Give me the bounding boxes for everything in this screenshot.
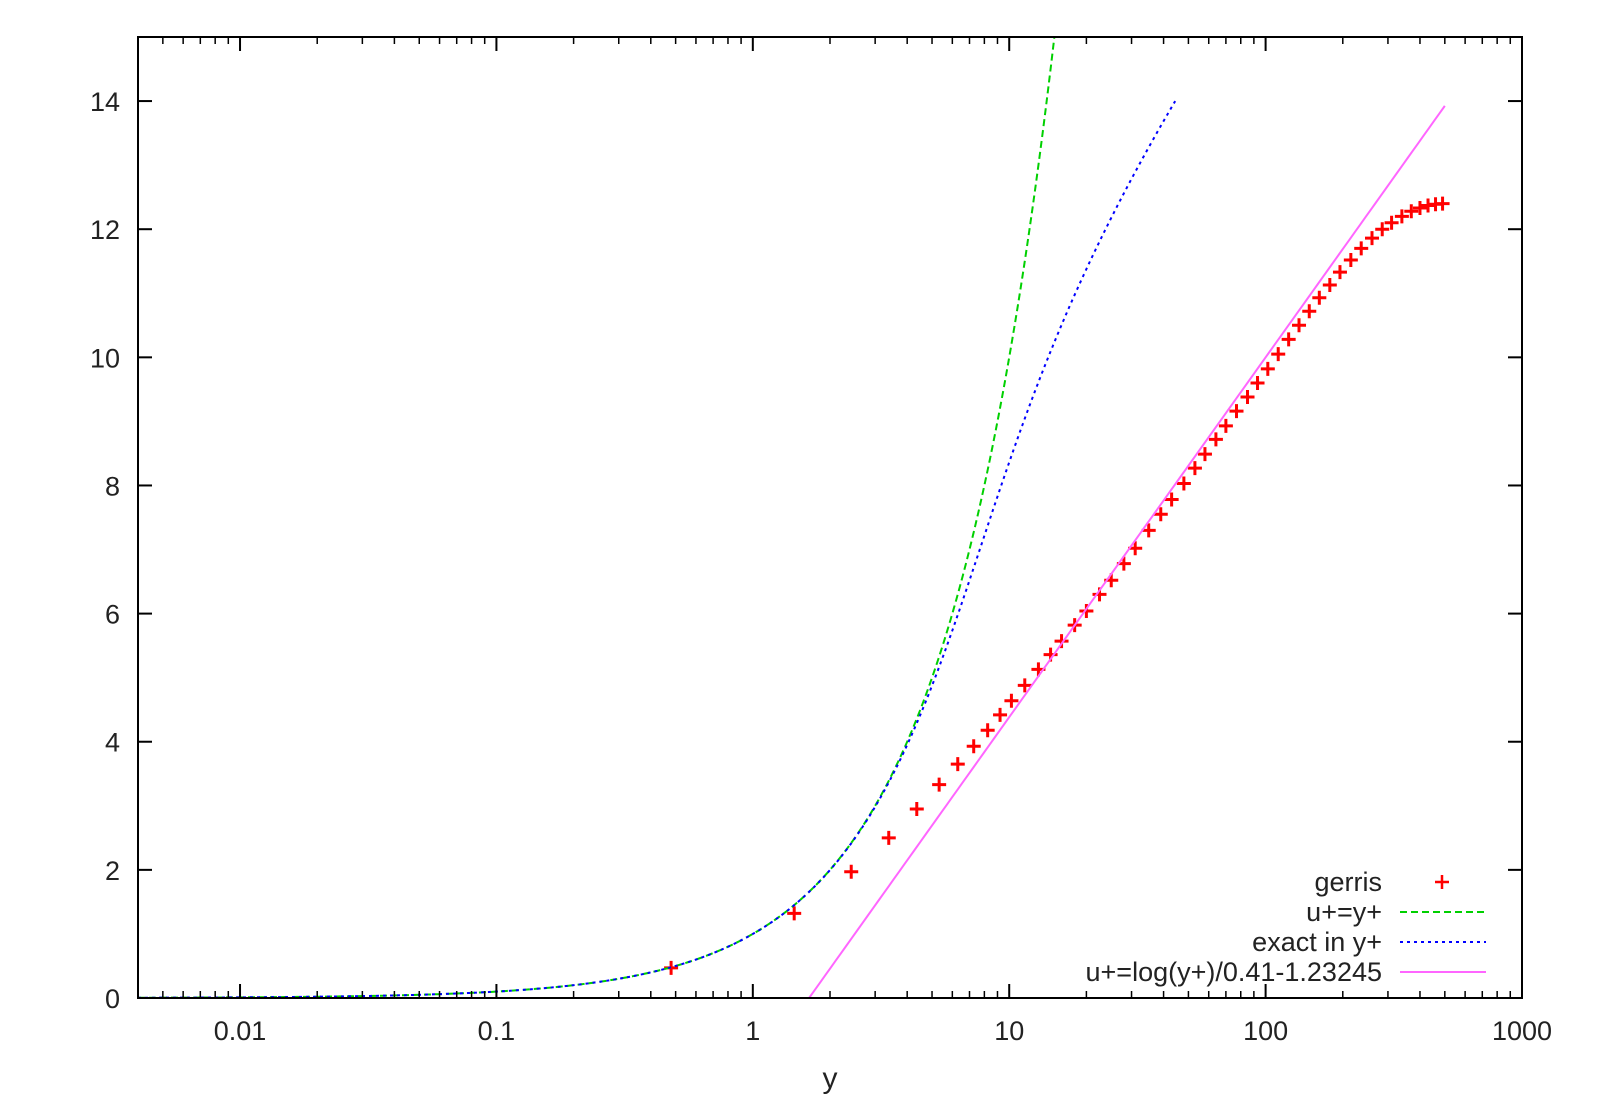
gerris-point [909,802,924,817]
ticks-layer: 0.01 0.1 1 10 100 1000 0 2 4 6 8 10 12 14 [90,37,1552,1046]
gerris-point [1260,361,1275,376]
series-gerris [664,196,1450,975]
legend-label: gerris [1314,867,1382,897]
y-tick-label: 8 [105,471,120,501]
y-tick-label: 6 [105,600,120,630]
series-u-log-y-0-41-1-23245 [808,105,1446,998]
y-tick-label: 10 [90,343,120,373]
x-tick-label: 0.01 [214,1016,267,1046]
y-tick-label: 14 [90,87,120,117]
gerris-point [993,707,1008,722]
gerris-point [966,739,981,754]
x-tick-label: 10 [994,1016,1024,1046]
gerris-point [1302,304,1317,319]
gerris-point [1375,222,1390,237]
series-u-y [138,37,1056,998]
x-tick-label: 0.1 [478,1016,516,1046]
gerris-point [1164,492,1179,507]
gerris-point [1435,196,1450,211]
series-layer [138,37,1450,998]
gerris-point [932,777,947,792]
gerris-point [1384,215,1399,230]
x-tick-label: 1000 [1492,1016,1552,1046]
gerris-point [1322,277,1337,292]
gerris-point [881,830,896,845]
gerris-point [1197,447,1212,462]
gerris-point [1004,693,1019,708]
y-tick-label: 12 [90,215,120,245]
gerris-point [950,757,965,772]
gerris-point [1218,418,1233,433]
gerris-point [787,906,802,921]
gerris-point [1312,290,1327,305]
gerris-point [1404,204,1419,219]
gerris-point [1079,604,1094,619]
y-tick-label: 0 [105,984,120,1014]
series-exact-in-y [138,100,1177,998]
gerris-point [1412,201,1427,216]
gerris-point [844,864,859,879]
y-tick-label: 4 [105,728,120,758]
gerris-point [1229,404,1244,419]
x-tick-label: 100 [1243,1016,1288,1046]
gerris-point [980,723,995,738]
gerris-point [1394,209,1409,224]
legend-label: u+=log(y+)/0.41-1.23245 [1086,957,1382,987]
gerris-point [1208,432,1223,447]
gerris-point [1017,678,1032,693]
gerris-point [1281,332,1296,347]
gerris-point [1153,507,1168,522]
gerris-point [1365,231,1379,246]
x-tick-label: 1 [745,1016,760,1046]
legend-label: exact in y+ [1252,927,1382,957]
gerris-point [1332,265,1347,280]
x-axis-title: y [823,1062,838,1095]
gerris-point [1292,318,1307,333]
gerris-point [1250,375,1265,390]
legend-swatch-gerris [1435,875,1449,889]
gerris-point [1271,347,1286,362]
gerris-point [1240,390,1255,405]
gerris-point [1141,523,1156,538]
gerris-point [1354,241,1369,256]
gerris-point [1343,252,1358,267]
gerris-point [1187,461,1202,476]
y-tick-label: 2 [105,856,120,886]
legend-label: u+=y+ [1306,897,1382,927]
gerris-point [1054,634,1069,649]
gerris-point [1176,476,1191,491]
